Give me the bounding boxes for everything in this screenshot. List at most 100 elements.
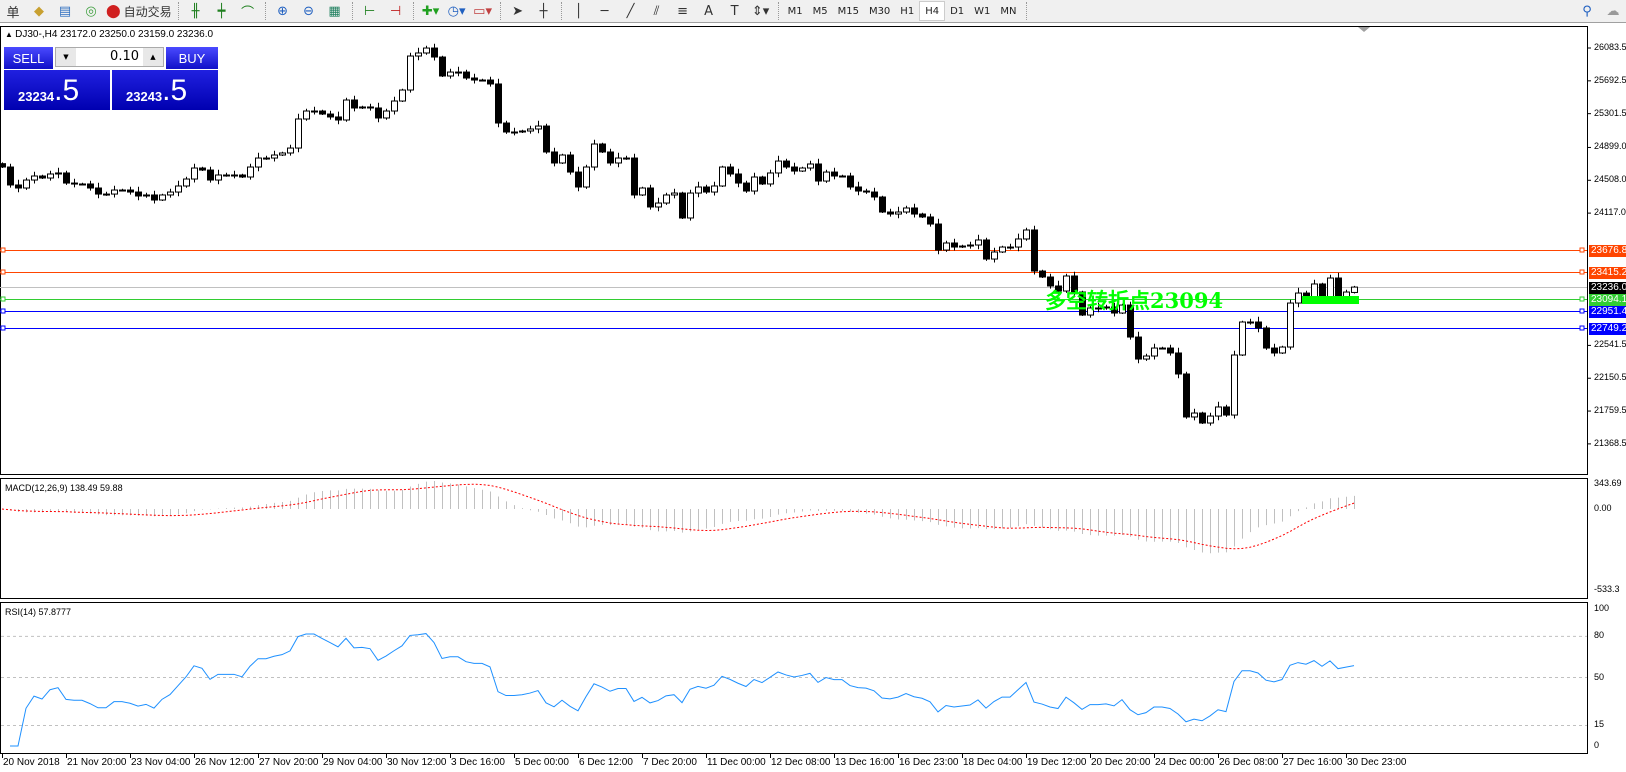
bull-candle xyxy=(455,71,462,74)
buy-button[interactable]: BUY xyxy=(166,47,218,69)
candlestick-icon[interactable]: ┿ xyxy=(217,3,226,19)
timeframe-m1[interactable]: M1 xyxy=(787,5,803,17)
bull-candle xyxy=(671,192,678,196)
bear-candle xyxy=(791,166,798,172)
bull-candle xyxy=(383,110,390,119)
price-line-label: 22749.2 xyxy=(1589,322,1626,335)
timeframe-h4[interactable]: H4 xyxy=(919,1,946,21)
text-label-icon[interactable]: T xyxy=(730,3,739,19)
macd-panel-frame xyxy=(0,478,1588,599)
time-tick-label: 23 Nov 04:00 xyxy=(131,757,191,768)
text-icon[interactable]: A xyxy=(704,3,714,19)
timeframe-h1[interactable]: H1 xyxy=(900,5,915,17)
pivot-marker-bar xyxy=(1302,296,1359,305)
bar-chart-icon[interactable]: ╫ xyxy=(191,3,200,19)
bear-candle xyxy=(703,186,710,193)
horizontal-line-icon[interactable]: ─ xyxy=(600,3,609,19)
bull-candle xyxy=(1023,229,1030,240)
bear-candle xyxy=(543,125,550,153)
timeframe-w1[interactable]: W1 xyxy=(974,5,991,17)
line-anchor-handle xyxy=(1579,308,1585,314)
line-anchor-handle xyxy=(1579,296,1585,302)
trendline-icon[interactable]: ╱ xyxy=(626,3,635,19)
bull-candle xyxy=(1159,347,1166,350)
timeframe-d1[interactable]: D1 xyxy=(950,5,965,17)
periods-icon[interactable]: ◷▾ xyxy=(447,3,466,19)
divider xyxy=(1025,2,1027,20)
bull-candle xyxy=(215,174,222,181)
bear-candle xyxy=(0,163,6,168)
vertical-line-icon[interactable]: │ xyxy=(574,3,583,19)
lot-size-stepper[interactable]: ▼ 0.10 ▲ xyxy=(55,47,164,67)
navigator-icon[interactable]: ◆ xyxy=(34,3,44,19)
chart-shift-icon[interactable]: ⊣ xyxy=(389,3,402,19)
zoom-in-icon[interactable]: ⊕ xyxy=(277,3,289,19)
bull-candle xyxy=(479,79,486,82)
auto-scroll-icon[interactable]: ⊢ xyxy=(363,3,376,19)
bear-candle xyxy=(1079,291,1086,316)
symbol-ohlc: DJ30-,H4 23172.0 23250.0 23159.0 23236.0 xyxy=(15,29,214,40)
timeframe-m30[interactable]: M30 xyxy=(868,5,891,17)
price-tick-label: 25301.5 xyxy=(1594,107,1626,118)
bear-candle xyxy=(151,194,158,201)
bull-candle xyxy=(519,130,526,133)
line-anchor-handle xyxy=(0,296,6,302)
bull-candle xyxy=(271,154,278,159)
bear-candle xyxy=(607,151,614,164)
bull-candle xyxy=(1151,347,1158,357)
lot-size-input[interactable]: 0.10 xyxy=(110,49,139,64)
timeframe-m5[interactable]: M5 xyxy=(812,5,828,17)
macd-tick-label: 0.00 xyxy=(1594,503,1612,513)
bear-candle xyxy=(135,191,142,197)
bear-candle xyxy=(239,174,246,178)
timeframe-m15[interactable]: M15 xyxy=(837,5,859,17)
bull-candle xyxy=(1247,321,1254,324)
orders-menu-fragment[interactable]: 单 xyxy=(6,5,20,21)
bear-candle xyxy=(367,106,374,109)
price-tick-label: 22150.5 xyxy=(1594,372,1626,383)
bull-candle xyxy=(359,106,366,109)
fibonacci-icon[interactable]: ≡ xyxy=(677,3,689,19)
community-icon[interactable]: ☁ xyxy=(1606,3,1620,19)
bull-candle xyxy=(423,47,430,54)
bear-candle xyxy=(599,143,606,153)
indicators-icon[interactable]: ✚▾ xyxy=(421,3,440,19)
bear-candle xyxy=(919,213,926,218)
bear-candle xyxy=(1127,304,1134,338)
crosshair-icon[interactable]: ┼ xyxy=(539,3,548,19)
channel-icon[interactable]: ⫽ xyxy=(653,3,660,19)
tile-windows-icon[interactable]: ▦ xyxy=(328,3,341,19)
line-chart-icon[interactable]: ⌒ xyxy=(241,5,255,21)
zoom-out-icon[interactable]: ⊖ xyxy=(303,3,315,19)
line-anchor-handle xyxy=(1579,247,1585,253)
bear-candle xyxy=(471,77,478,81)
macd-label: MACD(12,26,9) 138.49 59.88 xyxy=(5,483,123,493)
decrease-lot-icon[interactable]: ▼ xyxy=(56,48,76,66)
bull-candle xyxy=(1295,292,1302,304)
bull-candle xyxy=(623,157,630,160)
arrows-icon[interactable]: ⇕▾ xyxy=(751,3,770,19)
autotrade-button[interactable]: ⬤ 自动交易 xyxy=(106,1,172,22)
increase-lot-icon[interactable]: ▲ xyxy=(143,48,163,66)
divider xyxy=(264,2,266,20)
bull-candle xyxy=(511,131,518,134)
time-tick-label: 3 Dec 16:00 xyxy=(451,757,505,768)
sell-price-button[interactable]: 23234.5 xyxy=(4,70,110,110)
sell-button[interactable]: SELL xyxy=(4,47,53,69)
price-tick-label: 24899.0 xyxy=(1594,141,1626,152)
bear-candle xyxy=(647,187,654,208)
chart-shift-marker xyxy=(1358,27,1370,32)
history-icon[interactable]: ▤ xyxy=(58,3,72,19)
signals-icon[interactable]: ◎ xyxy=(85,3,97,19)
search-icon[interactable]: ⚲ xyxy=(1582,3,1592,19)
collapse-icon[interactable]: ▲ xyxy=(5,30,16,39)
bull-candle xyxy=(695,186,702,194)
time-tick-label: 21 Nov 20:00 xyxy=(67,757,127,768)
timeframe-mn[interactable]: MN xyxy=(1000,5,1017,17)
bull-candle xyxy=(591,143,598,168)
cursor-icon[interactable]: ➤ xyxy=(512,3,524,19)
templates-icon[interactable]: ▭▾ xyxy=(473,3,492,19)
buy-price-button[interactable]: 23243.5 xyxy=(112,70,218,110)
bull-candle xyxy=(895,211,902,215)
